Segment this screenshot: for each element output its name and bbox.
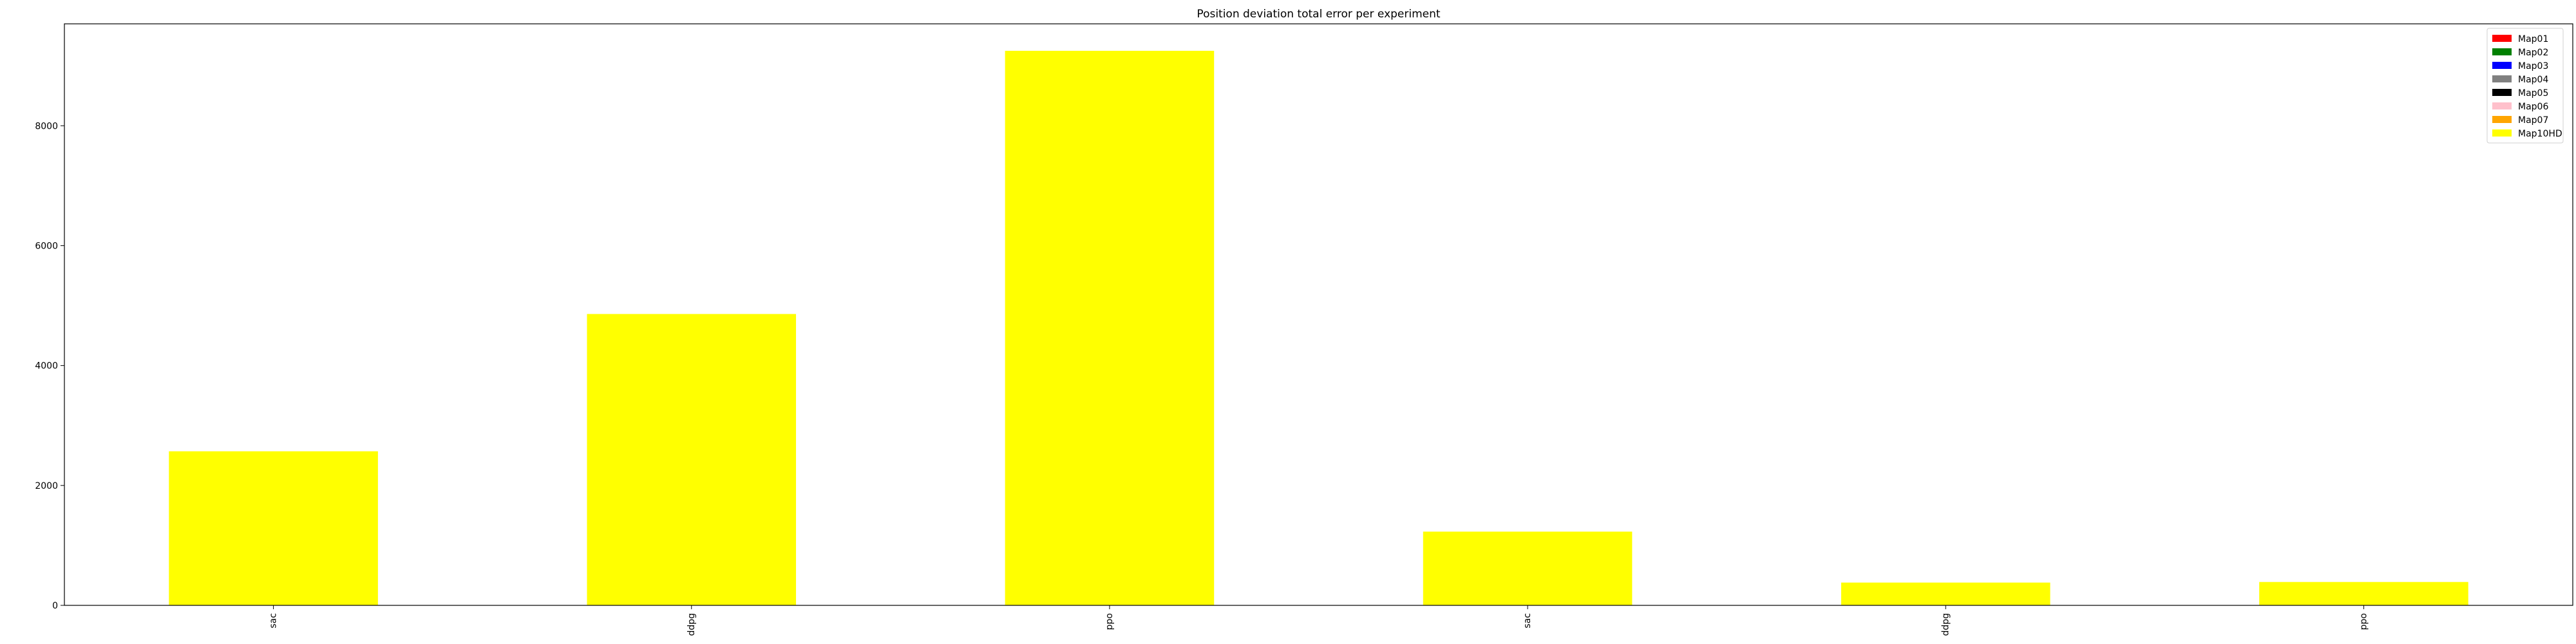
bars-group xyxy=(169,50,2468,606)
legend-swatch-map02 xyxy=(2492,48,2512,55)
legend-swatch-map07 xyxy=(2492,116,2512,123)
bar-map10hd-4 xyxy=(1841,582,2050,605)
legend-swatch-map01 xyxy=(2492,35,2512,42)
x-tick-label: ddpg xyxy=(687,613,697,636)
bar-map10hd-5 xyxy=(2259,582,2468,605)
legend-label-map05: Map05 xyxy=(2518,88,2548,99)
y-axis: 0 2000 4000 6000 8000 xyxy=(35,121,64,611)
bar-map10hd-1 xyxy=(587,314,797,605)
x-tick-label: sac xyxy=(1522,613,1533,629)
legend-label-map07: Map07 xyxy=(2518,115,2548,126)
x-tick-label: ppo xyxy=(2358,613,2369,630)
legend: Map01 Map02 Map03 Map04 Map05 Map06 Map07 Map10… xyxy=(2486,28,2564,144)
y-tick-label: 6000 xyxy=(35,241,58,251)
legend-label-map04: Map04 xyxy=(2518,75,2548,85)
bar-map10hd-2 xyxy=(1005,50,1215,606)
legend-swatch-map04 xyxy=(2492,75,2512,82)
legend-swatch-map05 xyxy=(2492,89,2512,96)
y-tick-label: 4000 xyxy=(35,361,58,372)
plot-frame xyxy=(64,23,2573,606)
legend-label-map06: Map06 xyxy=(2518,102,2548,112)
legend-swatch-map06 xyxy=(2492,102,2512,109)
bar-map10hd-3 xyxy=(1423,531,1633,605)
chart-title: Position deviation total error per exper… xyxy=(1197,8,1440,21)
y-tick-label: 2000 xyxy=(35,481,58,491)
y-tick-label: 8000 xyxy=(35,121,58,131)
legend-swatch-map10hd xyxy=(2492,129,2512,137)
bar-map10hd-0 xyxy=(169,451,378,605)
x-axis: sac ddpg ppo sac ddpg ppo xyxy=(269,605,2369,636)
legend-label-map02: Map02 xyxy=(2518,48,2548,58)
x-tick-label: ddpg xyxy=(1940,613,1951,636)
legend-box xyxy=(2486,28,2564,144)
legend-swatch-map03 xyxy=(2492,62,2512,69)
x-tick-label: ppo xyxy=(1104,613,1115,630)
legend-label-map10hd: Map10HD xyxy=(2518,129,2562,139)
x-tick-label: sac xyxy=(269,613,279,629)
legend-label-map01: Map01 xyxy=(2518,34,2548,44)
y-tick-label: 0 xyxy=(52,601,58,611)
legend-label-map03: Map03 xyxy=(2518,61,2548,71)
